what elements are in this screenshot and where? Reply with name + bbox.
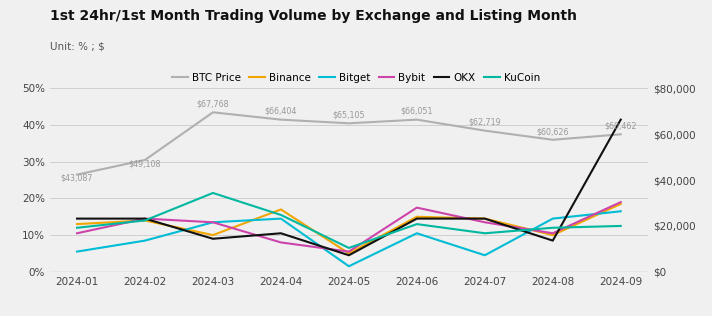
Text: $65,105: $65,105 (333, 111, 365, 120)
Text: $49,108: $49,108 (129, 159, 161, 168)
Text: Unit: % ; $: Unit: % ; $ (50, 41, 105, 51)
Text: $66,404: $66,404 (265, 107, 297, 116)
Text: $62,719: $62,719 (468, 118, 501, 127)
Legend: BTC Price, Binance, Bitget, Bybit, OKX, KuCoin: BTC Price, Binance, Bitget, Bybit, OKX, … (168, 68, 544, 87)
Text: $67,768: $67,768 (197, 100, 229, 109)
Text: $66,051: $66,051 (401, 107, 433, 116)
Text: 1st 24hr/1st Month Trading Volume by Exchange and Listing Month: 1st 24hr/1st Month Trading Volume by Exc… (50, 9, 577, 23)
Text: $60,626: $60,626 (537, 127, 569, 136)
Text: $60,462: $60,462 (604, 122, 637, 131)
Text: $43,087: $43,087 (61, 174, 93, 183)
